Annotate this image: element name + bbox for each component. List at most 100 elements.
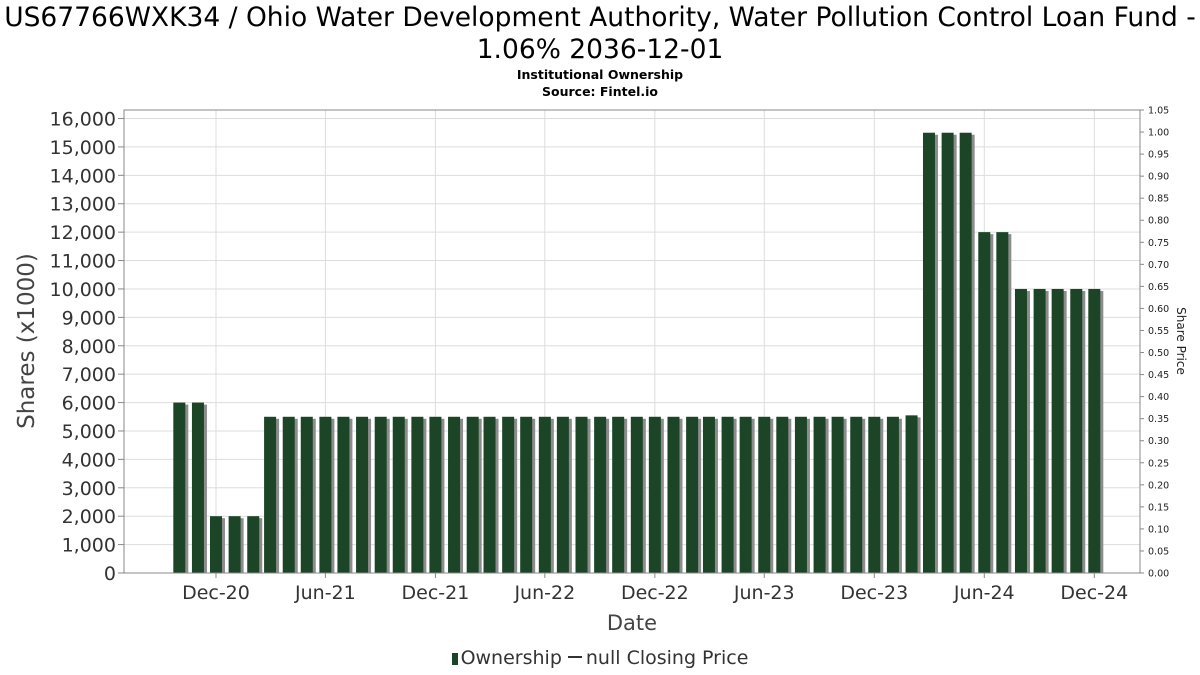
legend: Ownership null Closing Price (0, 647, 1200, 669)
x-tick-label: Dec-20 (182, 582, 250, 604)
bar (502, 416, 515, 573)
x-axis-label: Date (607, 611, 657, 635)
bar (758, 416, 771, 573)
chart-subtitle: Institutional Ownership (516, 67, 684, 82)
y-tick-label: 0 (104, 563, 116, 585)
x-tick-label: Dec-21 (402, 582, 470, 604)
y2-tick-label: 1.05 (1148, 106, 1169, 117)
y-tick-label: 7,000 (62, 364, 116, 386)
y2-tick-label: 0.75 (1148, 238, 1169, 249)
y-tick-label: 1,000 (62, 535, 116, 557)
y-tick-label: 4,000 (62, 449, 116, 471)
y2-tick-label: 0.95 (1148, 150, 1169, 161)
y-tick-label: 9,000 (62, 307, 116, 329)
bar (429, 416, 442, 573)
y-axis-label: Shares (x1000) (14, 253, 40, 429)
bar (886, 416, 899, 573)
bar (282, 416, 295, 573)
bar (1070, 288, 1083, 573)
y2-tick-label: 0.30 (1148, 436, 1169, 447)
legend-swatch-ownership (451, 653, 458, 665)
bar (850, 416, 863, 573)
x-tick-label: Dec-23 (840, 582, 908, 604)
y2-tick-label: 0.90 (1148, 172, 1169, 183)
bar (448, 416, 461, 573)
bar (300, 416, 313, 573)
bar (702, 416, 715, 573)
bar (392, 416, 405, 573)
chart-source: Source: Fintel.io (542, 84, 658, 99)
y2-tick-label: 0.15 (1148, 502, 1169, 513)
y2-tick-label: 0.45 (1148, 370, 1169, 381)
y2-tick-label: 0.10 (1148, 524, 1169, 535)
y2-tick-label: 0.25 (1148, 458, 1169, 469)
y-tick-label: 11,000 (50, 251, 116, 273)
y2-tick-label: 1.00 (1148, 128, 1169, 139)
y-tick-label: 10,000 (50, 279, 116, 301)
legend-line-price (567, 656, 582, 658)
bar (996, 232, 1009, 573)
bar (922, 132, 935, 573)
bar (374, 416, 387, 573)
bar (794, 416, 807, 573)
x-tick-label: Dec-24 (1060, 582, 1128, 604)
bar (264, 416, 277, 573)
y2-tick-label: 0.05 (1148, 546, 1169, 557)
bar (191, 402, 204, 573)
bar (868, 416, 881, 573)
bar (209, 516, 222, 573)
bar (721, 416, 734, 573)
x-tick-label: Jun-23 (733, 582, 795, 604)
y2-tick-label: 0.20 (1148, 480, 1169, 491)
bar (831, 416, 844, 573)
bar (228, 516, 241, 573)
y-tick-label: 13,000 (50, 194, 116, 216)
y-tick-label: 12,000 (50, 222, 116, 244)
bar (337, 416, 350, 573)
bar (575, 416, 588, 573)
x-axis: Dec-20 Jun-21 Dec-21 Jun-22 Dec-22 Jun-23 Dec-… (182, 573, 1128, 604)
bar (905, 415, 918, 573)
bar (648, 416, 661, 573)
y2-tick-label: 0.60 (1148, 304, 1169, 315)
bar (630, 416, 643, 573)
bar (411, 416, 424, 573)
y2-tick-label: 0.55 (1148, 326, 1169, 337)
y2-axis-label: Share Price (1174, 307, 1188, 375)
bar (173, 402, 186, 573)
x-tick-label: Jun-22 (513, 582, 575, 604)
chart-title: US67766WXK34 / Ohio Water Development Au… (4, 2, 1196, 65)
plot-frame (123, 109, 1141, 574)
y-tick-label: 16,000 (50, 109, 116, 131)
y2-tick-label: 0.40 (1148, 392, 1169, 403)
bar (556, 416, 569, 573)
x-tick-label: Dec-22 (621, 582, 689, 604)
y-axis-right: 0.00 0.05 0.10 0.15 0.20 0.25 0.30 0.35 0.40 0.45… (1140, 106, 1169, 580)
y2-tick-label: 0.85 (1148, 194, 1169, 205)
bar (1014, 288, 1027, 573)
bar (667, 416, 680, 573)
bar (739, 416, 752, 573)
bar (466, 416, 479, 573)
bar (594, 416, 607, 573)
bar (1088, 288, 1101, 573)
bar (538, 416, 551, 573)
x-tick-label: Jun-24 (953, 582, 1015, 604)
bar-series-ownership (173, 132, 1104, 573)
bar (247, 516, 260, 573)
bar (776, 416, 789, 573)
bar (941, 132, 954, 573)
y-tick-label: 2,000 (62, 506, 116, 528)
bar (612, 416, 625, 573)
bar (959, 132, 972, 573)
bar (686, 416, 699, 573)
bar (356, 416, 369, 573)
y-tick-label: 14,000 (50, 165, 116, 187)
y-tick-label: 5,000 (62, 421, 116, 443)
legend-label-price: null Closing Price (585, 647, 749, 669)
y2-tick-label: 0.50 (1148, 348, 1169, 359)
y2-tick-label: 0.80 (1148, 216, 1169, 227)
bar (520, 416, 533, 573)
y-tick-label: 3,000 (62, 478, 116, 500)
